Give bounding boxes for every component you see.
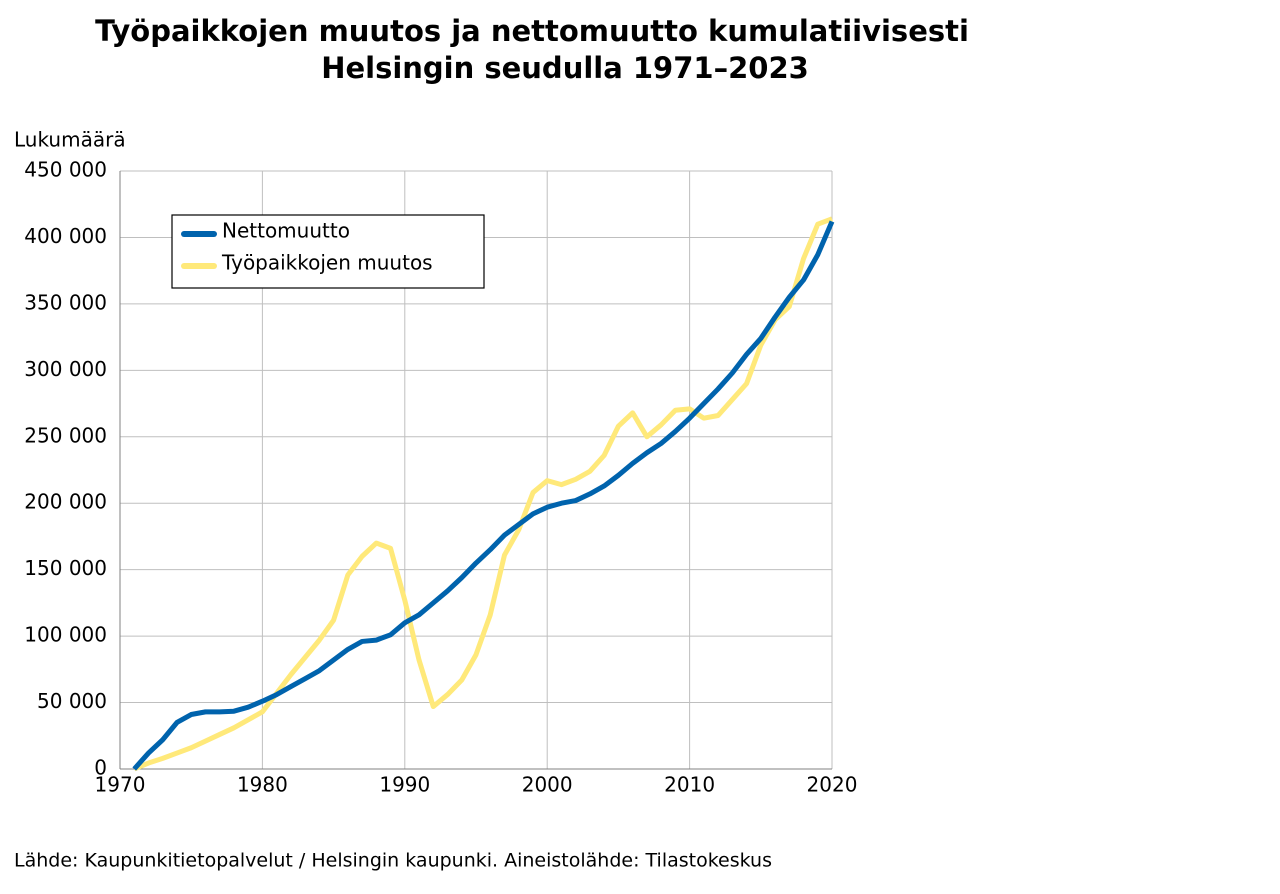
y-tick-label: 350 000: [24, 290, 107, 314]
x-tick-label: 2020: [807, 773, 858, 797]
x-tick-label: 2010: [664, 773, 715, 797]
x-tick-label: 1990: [379, 773, 430, 797]
x-tick-label: 2000: [522, 773, 573, 797]
y-tick-label: 200 000: [24, 490, 107, 514]
x-tick-label: 1980: [237, 773, 288, 797]
legend: [171, 214, 485, 289]
y-tick-label: 250 000: [24, 423, 107, 447]
y-tick-label: 100 000: [24, 623, 107, 647]
y-tick-label: 300 000: [24, 357, 107, 381]
y-tick-label: 50 000: [37, 689, 107, 713]
y-tick-label: 150 000: [24, 556, 107, 580]
series-line: [132, 220, 835, 771]
y-tick-label: 450 000: [24, 158, 107, 182]
chart-title: Työpaikkojen muutos ja nettomuutto kumul…: [95, 14, 969, 48]
y-axis-label: Lukumäärä: [14, 128, 126, 152]
legend-label: Työpaikkojen muutos: [221, 251, 433, 275]
chart-title: Helsingin seudulla 1971–2023: [321, 51, 809, 85]
series-line: [133, 216, 833, 772]
y-tick-label: 400 000: [24, 224, 107, 248]
source: Lähde: Kaupunkitietopalvelut / Helsingin…: [14, 850, 772, 872]
x-tick-label: 1970: [95, 773, 146, 797]
y-tick-label: 0: [94, 756, 107, 780]
legend-label: Nettomuutto: [222, 219, 350, 243]
